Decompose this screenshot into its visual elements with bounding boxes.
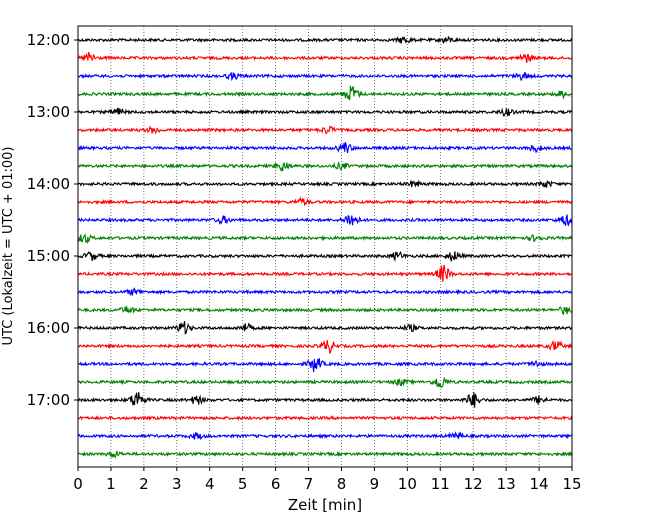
seismic-trace bbox=[77, 392, 573, 408]
seismic-trace bbox=[77, 415, 573, 421]
x-tick-label: 12 bbox=[464, 475, 483, 493]
seismic-traces bbox=[77, 35, 573, 459]
seismic-trace bbox=[77, 287, 573, 296]
y-tick-label: 12:00 bbox=[27, 31, 70, 49]
seismic-trace bbox=[77, 376, 573, 389]
seismic-trace bbox=[77, 179, 573, 188]
seismic-trace bbox=[77, 142, 573, 153]
x-tick-label: 3 bbox=[172, 475, 182, 493]
x-tick-label: 6 bbox=[271, 475, 281, 493]
seismic-trace bbox=[77, 321, 573, 335]
seismic-trace bbox=[77, 125, 573, 135]
x-axis-label: Zeit [min] bbox=[288, 496, 362, 514]
seismic-trace bbox=[77, 52, 573, 63]
seismic-trace bbox=[77, 161, 573, 172]
seismic-trace bbox=[77, 71, 573, 82]
x-tick-label: 0 bbox=[73, 475, 83, 493]
y-axis-label: UTC (Lokalzeit = UTC + 01:00) bbox=[1, 147, 16, 346]
seismic-trace bbox=[77, 450, 573, 459]
plot-frame bbox=[77, 25, 573, 468]
x-tick-label: 1 bbox=[106, 475, 116, 493]
x-tick-label: 4 bbox=[205, 475, 215, 493]
y-tick-label: 15:00 bbox=[27, 247, 70, 265]
seismic-trace bbox=[77, 358, 573, 373]
seismic-trace bbox=[77, 431, 573, 441]
x-axis-ticks: 0 1 2 3 4 5 6 7 8 9 10 11 12 13 14 15 bbox=[73, 467, 582, 493]
x-tick-label: 7 bbox=[304, 475, 314, 493]
seismic-trace bbox=[78, 306, 573, 316]
seismic-trace bbox=[77, 107, 573, 117]
seismic-trace bbox=[77, 214, 573, 227]
seismic-trace bbox=[77, 264, 573, 282]
x-tick-label: 10 bbox=[398, 475, 417, 493]
x-tick-label: 8 bbox=[337, 475, 347, 493]
seismic-trace bbox=[77, 233, 573, 245]
y-axis-ticks: 12:00 13:00 14:00 15:00 16:00 17:00 bbox=[27, 31, 78, 409]
x-tick-label: 13 bbox=[497, 475, 516, 493]
seismic-trace bbox=[77, 339, 573, 355]
x-tick-label: 15 bbox=[562, 475, 581, 493]
seismic-trace bbox=[77, 196, 573, 207]
y-tick-label: 14:00 bbox=[27, 175, 70, 193]
seismic-trace bbox=[77, 35, 573, 45]
y-tick-label: 16:00 bbox=[27, 319, 70, 337]
x-tick-label: 2 bbox=[139, 475, 149, 493]
y-tick-label: 13:00 bbox=[27, 103, 70, 121]
y-tick-label: 17:00 bbox=[27, 391, 70, 409]
x-tick-label: 11 bbox=[431, 475, 450, 493]
x-tick-label: 14 bbox=[530, 475, 549, 493]
seismic-trace bbox=[77, 250, 573, 262]
x-tick-label: 9 bbox=[370, 475, 380, 493]
x-tick-label: 5 bbox=[238, 475, 248, 493]
seismic-trace bbox=[77, 85, 573, 101]
